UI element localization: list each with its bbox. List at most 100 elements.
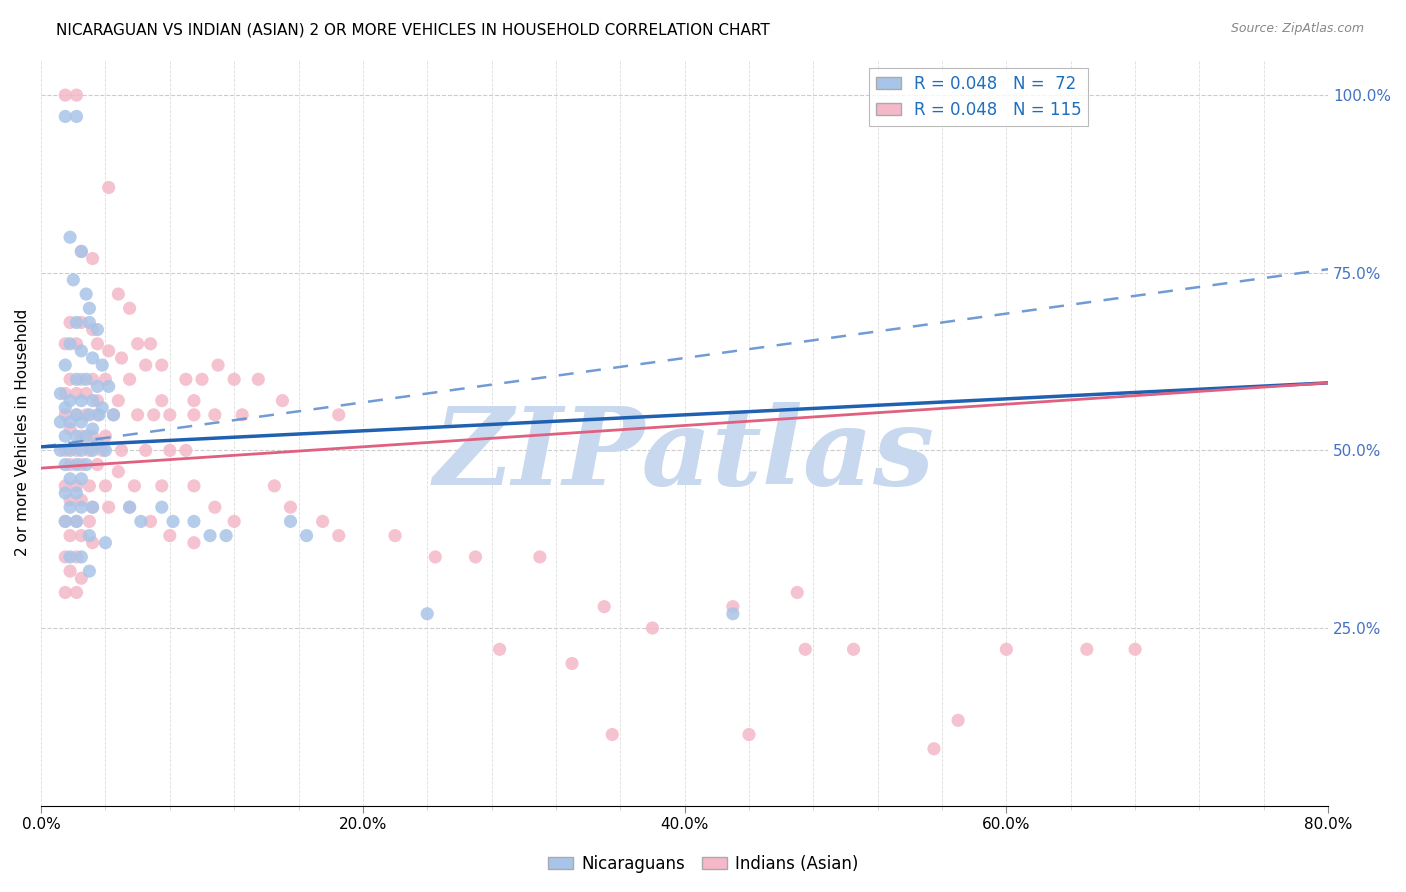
Point xyxy=(79,443,101,458)
Point xyxy=(110,443,132,458)
Point xyxy=(86,322,108,336)
Point xyxy=(328,408,350,422)
Point xyxy=(263,479,285,493)
Point xyxy=(794,642,817,657)
Point xyxy=(311,515,333,529)
Point xyxy=(86,336,108,351)
Point xyxy=(97,180,120,194)
Point xyxy=(94,479,117,493)
Point xyxy=(97,343,120,358)
Point xyxy=(53,486,76,500)
Point xyxy=(82,252,104,266)
Point xyxy=(135,443,157,458)
Point xyxy=(53,549,76,564)
Point xyxy=(86,408,108,422)
Point xyxy=(86,436,108,450)
Point xyxy=(198,528,221,542)
Point xyxy=(59,472,82,486)
Point xyxy=(183,408,205,422)
Point xyxy=(65,316,87,330)
Point xyxy=(70,244,93,259)
Point xyxy=(1076,642,1098,657)
Point xyxy=(82,429,104,443)
Point xyxy=(103,408,125,422)
Point xyxy=(641,621,664,635)
Point xyxy=(79,408,101,422)
Point xyxy=(139,336,162,351)
Point xyxy=(561,657,583,671)
Point xyxy=(70,528,93,542)
Point xyxy=(593,599,616,614)
Point xyxy=(231,408,253,422)
Point xyxy=(142,408,165,422)
Point xyxy=(150,500,173,515)
Point xyxy=(183,393,205,408)
Point xyxy=(53,443,76,458)
Text: NICARAGUAN VS INDIAN (ASIAN) 2 OR MORE VEHICLES IN HOUSEHOLD CORRELATION CHART: NICARAGUAN VS INDIAN (ASIAN) 2 OR MORE V… xyxy=(56,22,770,37)
Point xyxy=(65,486,87,500)
Point xyxy=(59,372,82,386)
Point xyxy=(995,642,1018,657)
Point xyxy=(842,642,865,657)
Point xyxy=(82,535,104,549)
Point xyxy=(215,528,238,542)
Point xyxy=(70,493,93,508)
Point xyxy=(82,443,104,458)
Point xyxy=(91,358,114,372)
Point xyxy=(118,301,141,316)
Point xyxy=(53,358,76,372)
Point xyxy=(59,443,82,458)
Point xyxy=(70,549,93,564)
Text: ZIPatlas: ZIPatlas xyxy=(434,402,935,508)
Point xyxy=(70,393,93,408)
Point xyxy=(49,443,72,458)
Point xyxy=(247,372,270,386)
Text: Source: ZipAtlas.com: Source: ZipAtlas.com xyxy=(1230,22,1364,36)
Point xyxy=(107,287,129,301)
Point xyxy=(70,458,93,472)
Point xyxy=(416,607,439,621)
Point xyxy=(94,372,117,386)
Point xyxy=(59,316,82,330)
Point xyxy=(70,472,93,486)
Point xyxy=(75,386,97,401)
Point xyxy=(53,515,76,529)
Point xyxy=(53,408,76,422)
Point xyxy=(529,549,551,564)
Point xyxy=(59,458,82,472)
Point xyxy=(65,408,87,422)
Point xyxy=(79,301,101,316)
Point xyxy=(271,393,294,408)
Point xyxy=(65,408,87,422)
Point xyxy=(1123,642,1146,657)
Point xyxy=(53,429,76,443)
Point xyxy=(49,386,72,401)
Point xyxy=(464,549,486,564)
Point xyxy=(70,372,93,386)
Point xyxy=(65,479,87,493)
Point xyxy=(82,500,104,515)
Point xyxy=(204,500,226,515)
Point xyxy=(107,465,129,479)
Point xyxy=(159,443,181,458)
Point xyxy=(94,443,117,458)
Point xyxy=(65,88,87,103)
Point xyxy=(53,585,76,599)
Point xyxy=(86,379,108,393)
Point xyxy=(75,429,97,443)
Point xyxy=(65,549,87,564)
Point xyxy=(59,500,82,515)
Point xyxy=(65,515,87,529)
Point xyxy=(183,515,205,529)
Point xyxy=(174,443,197,458)
Point xyxy=(786,585,808,599)
Point xyxy=(75,458,97,472)
Point xyxy=(59,564,82,578)
Y-axis label: 2 or more Vehicles in Household: 2 or more Vehicles in Household xyxy=(15,309,30,557)
Point xyxy=(295,528,318,542)
Point xyxy=(59,393,82,408)
Point xyxy=(70,429,93,443)
Point xyxy=(75,372,97,386)
Point xyxy=(150,479,173,493)
Point xyxy=(94,535,117,549)
